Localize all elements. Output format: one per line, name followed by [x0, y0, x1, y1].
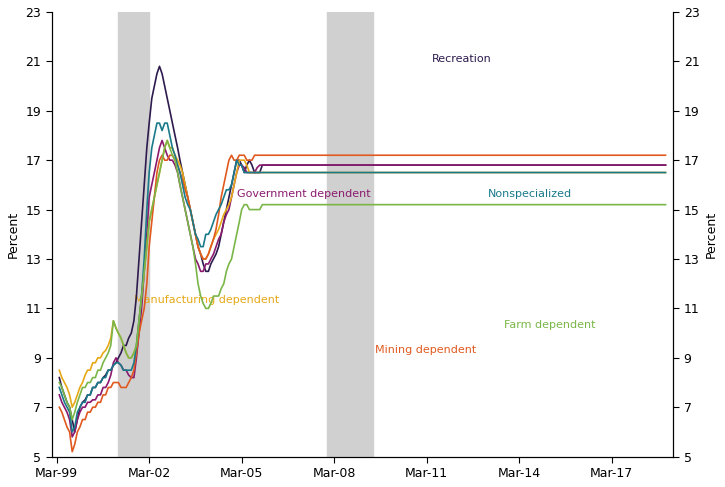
- Text: Nonspecialized: Nonspecialized: [489, 189, 573, 199]
- Text: Government dependent: Government dependent: [237, 189, 370, 199]
- Text: Recreation: Recreation: [432, 54, 492, 64]
- Y-axis label: Percent: Percent: [7, 211, 20, 258]
- Y-axis label: Percent: Percent: [705, 211, 718, 258]
- Bar: [118, 12, 149, 457]
- Text: Manufacturing dependent: Manufacturing dependent: [134, 296, 279, 305]
- Text: Mining dependent: Mining dependent: [376, 345, 476, 355]
- Bar: [326, 12, 373, 457]
- Text: Farm dependent: Farm dependent: [504, 320, 595, 330]
